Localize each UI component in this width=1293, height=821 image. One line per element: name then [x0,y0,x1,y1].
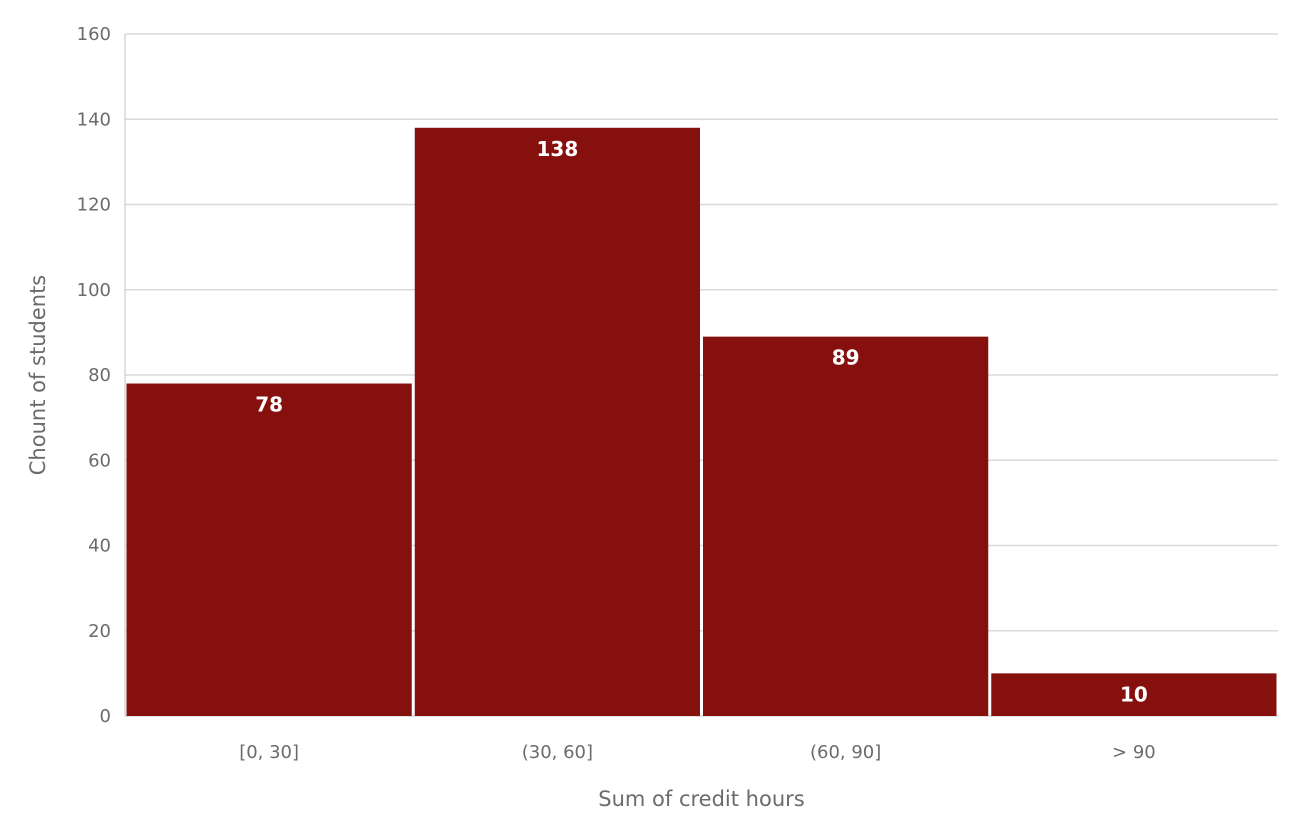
x-tick-label: > 90 [1112,742,1156,763]
data-label: 10 [1120,682,1148,706]
x-tick-label: (30, 60] [522,742,593,763]
x-axis-title: Sum of credit hours [598,787,804,811]
y-tick-label: 20 [88,621,111,642]
x-axis-ticks: [0, 30] (30, 60] (60, 90] > 90 [239,742,1156,763]
y-axis-ticks: 0 20 40 60 80 100 120 140 160 [77,24,111,727]
data-label: 138 [537,137,579,161]
y-axis-title: Chount of students [26,275,50,475]
bar [991,673,1277,716]
y-tick-label: 80 [88,365,111,386]
x-tick-label: (60, 90] [810,742,881,763]
bar [414,127,700,716]
data-label: 78 [255,393,283,417]
y-tick-label: 40 [88,536,111,557]
bar [126,383,412,716]
bars: 78 138 89 10 [126,127,1277,716]
y-tick-label: 140 [77,109,111,130]
y-tick-label: 120 [77,195,111,216]
y-tick-label: 0 [100,706,111,727]
x-tick-label: [0, 30] [239,742,299,763]
data-label: 89 [832,346,860,370]
y-tick-label: 100 [77,280,111,301]
y-tick-label: 60 [88,450,111,471]
bar [703,336,989,716]
y-tick-label: 160 [77,24,111,45]
